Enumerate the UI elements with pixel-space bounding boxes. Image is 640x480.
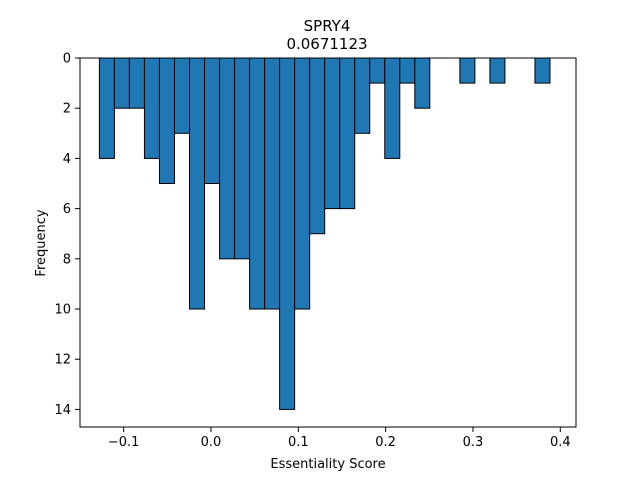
x-tick-label: 0.0 <box>201 435 222 450</box>
histogram-bar <box>249 57 266 310</box>
y-tick-label: 12 <box>54 353 71 368</box>
histogram-bar <box>459 57 476 84</box>
y-tick-label: 8 <box>63 252 71 267</box>
histogram-bar <box>354 57 371 134</box>
histogram-bar <box>234 57 251 260</box>
x-tick-label: 0.4 <box>550 435 571 450</box>
y-tick-label: 6 <box>63 202 71 217</box>
histogram-bar <box>534 57 551 84</box>
histogram-bar <box>414 57 431 109</box>
x-tick-label: 0.1 <box>288 435 309 450</box>
histogram-bar <box>143 57 160 159</box>
histogram-bar <box>339 57 356 210</box>
x-tick-label: 0.2 <box>375 435 396 450</box>
y-tick-label: 10 <box>54 303 71 318</box>
y-tick-label: 2 <box>63 102 71 117</box>
histogram-bar <box>219 57 236 260</box>
histogram-bar <box>399 57 416 84</box>
histogram-bar <box>128 57 145 109</box>
histogram-bar <box>294 57 311 310</box>
histogram-bar <box>113 57 130 109</box>
histogram-bar <box>489 57 506 84</box>
histogram-bar <box>173 57 191 134</box>
bars-group <box>98 57 551 410</box>
x-tick-label: 0.3 <box>463 435 484 450</box>
chart-subtitle: 0.0671123 <box>286 35 367 53</box>
y-tick-label: 4 <box>63 152 71 167</box>
y-tick-label: 0 <box>63 52 71 67</box>
histogram-bar <box>204 57 221 185</box>
histogram-bar <box>309 57 326 235</box>
plot-frame <box>79 57 577 428</box>
y-axis: 0 2 4 6 8 10 12 14 <box>54 52 80 418</box>
histogram-bar <box>279 57 296 410</box>
x-axis: −0.1 0.0 0.1 0.2 0.3 0.4 <box>108 427 571 450</box>
chart-title: SPRY4 <box>304 17 351 35</box>
y-axis-label: Frequency <box>34 209 49 276</box>
histogram-bar <box>384 57 401 159</box>
histogram-bar <box>264 57 281 310</box>
histogram-bar <box>324 57 341 210</box>
histogram-bar <box>158 57 175 185</box>
histogram-bar <box>189 57 206 310</box>
x-axis-label: Essentiality Score <box>270 457 385 472</box>
x-tick-label: −0.1 <box>108 435 140 450</box>
histogram-bar <box>98 57 115 159</box>
histogram-bar <box>369 57 386 84</box>
y-tick-label: 14 <box>54 403 71 418</box>
